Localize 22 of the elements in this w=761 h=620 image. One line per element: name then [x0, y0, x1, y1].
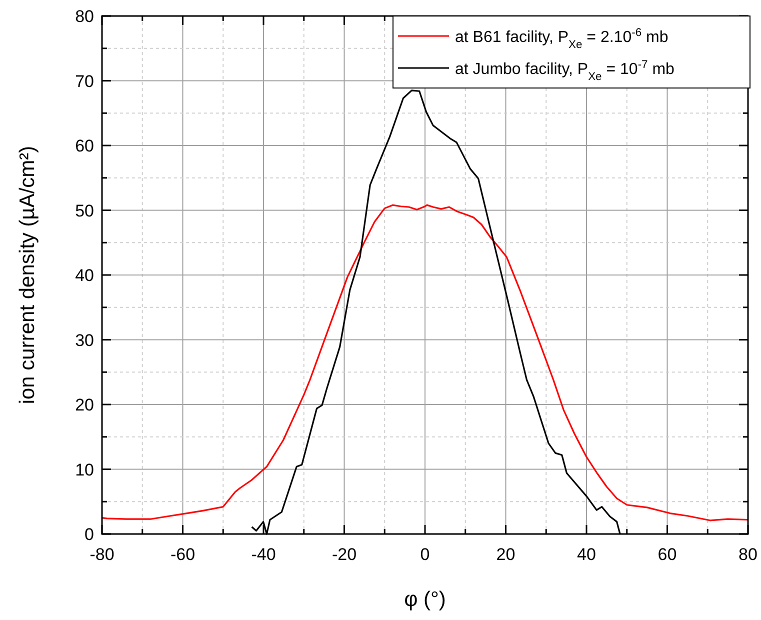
x-tick-label: -20	[332, 545, 357, 564]
x-tick-label: 0	[420, 545, 430, 564]
y-tick-label: 30	[75, 330, 94, 350]
y-tick-label: 0	[84, 525, 94, 544]
x-tick-label: 40	[577, 545, 596, 564]
x-axis-title: φ (°)	[404, 588, 446, 611]
x-tick-label: 20	[496, 545, 516, 564]
y-tick-label: 80	[75, 7, 94, 26]
x-tick-label: -40	[251, 545, 276, 564]
legend-label: at Jumbo facility, P$_{Xe}$ = 10$^{-7}$ mb	[455, 59, 675, 83]
x-tick-label: 80	[738, 545, 758, 564]
y-tick-label: 70	[75, 72, 94, 91]
y-tick-label: 10	[75, 460, 94, 480]
y-tick-label: 60	[75, 136, 94, 156]
y-tick-label: 20	[75, 396, 94, 414]
y-tick-label: 40	[75, 266, 94, 285]
y-axis-title: ion current density (µA/cm²)	[16, 146, 39, 404]
x-tick-label: -80	[90, 545, 114, 564]
x-tick-label: 60	[658, 545, 677, 564]
y-tick-label: 50	[75, 201, 94, 220]
x-tick-label: -60	[170, 545, 196, 564]
legend-label: at B61 facility, P$_{Xe}$ = 2.10$^{-6}$ mb	[455, 27, 668, 51]
